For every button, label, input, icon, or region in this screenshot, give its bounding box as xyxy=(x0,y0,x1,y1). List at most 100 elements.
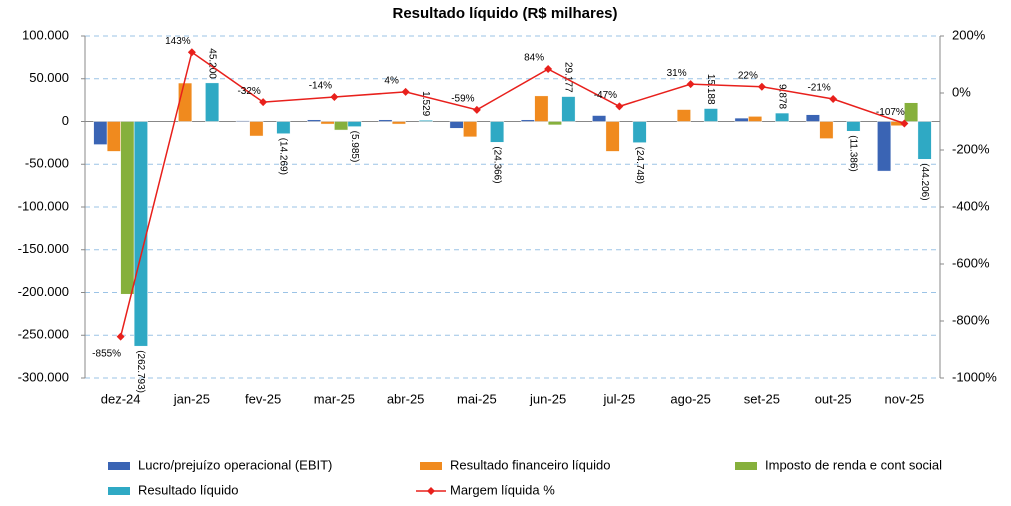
data-label: 15.188 xyxy=(705,74,716,105)
bar xyxy=(418,119,433,122)
bar xyxy=(846,121,861,132)
bar xyxy=(235,120,250,122)
data-label: (262.793) xyxy=(135,350,146,393)
y2-tick-label: -600% xyxy=(952,255,990,270)
x-tick-label: ago-25 xyxy=(670,391,710,406)
y2-tick-label: 0% xyxy=(952,84,971,99)
bar xyxy=(449,121,464,129)
bar xyxy=(534,95,549,122)
bar xyxy=(805,114,820,122)
y-tick-label: -100.000 xyxy=(18,198,69,213)
x-tick-label: mai-25 xyxy=(457,391,497,406)
bar xyxy=(605,121,620,152)
data-label: 45.200 xyxy=(206,48,217,79)
y2-tick-label: -1000% xyxy=(952,369,997,384)
data-label: (44.206) xyxy=(919,163,930,200)
line-point xyxy=(187,48,196,57)
legend-swatch xyxy=(108,487,130,495)
bar xyxy=(463,121,478,138)
bar xyxy=(547,121,562,126)
line-point xyxy=(829,94,838,103)
y-tick-label: -150.000 xyxy=(18,241,69,256)
x-tick-label: fev-25 xyxy=(245,391,281,406)
bar xyxy=(904,102,919,122)
x-tick-label: jul-25 xyxy=(602,391,635,406)
legend-label: Resultado financeiro líquido xyxy=(450,457,610,472)
bar xyxy=(93,121,108,145)
data-label: 143% xyxy=(165,36,191,47)
bar xyxy=(775,112,790,122)
data-label: 4% xyxy=(384,76,399,87)
x-tick-label: jan-25 xyxy=(173,391,210,406)
bar xyxy=(703,108,718,122)
bar xyxy=(561,96,576,122)
bar xyxy=(320,121,335,125)
line-point xyxy=(544,65,553,74)
bar xyxy=(520,119,535,122)
data-label: (11.386) xyxy=(848,135,859,172)
bar xyxy=(490,121,505,143)
line-point xyxy=(900,119,909,128)
y2-tick-label: -400% xyxy=(952,198,990,213)
data-label: -32% xyxy=(237,86,260,97)
line-point xyxy=(615,102,624,111)
x-tick-label: jun-25 xyxy=(529,391,566,406)
data-label: 22% xyxy=(738,70,758,81)
line-point xyxy=(259,98,268,107)
data-label: (5.985) xyxy=(349,131,360,163)
bar xyxy=(276,121,291,134)
y-tick-label: 100.000 xyxy=(22,27,69,42)
legend-label: Lucro/prejuízo operacional (EBIT) xyxy=(138,457,332,472)
y2-tick-label: -200% xyxy=(952,141,990,156)
bar xyxy=(205,82,220,122)
bar xyxy=(877,121,892,172)
bar xyxy=(378,119,393,122)
line xyxy=(119,51,905,337)
line-point xyxy=(686,80,695,89)
bar xyxy=(391,121,406,125)
y-tick-label: 50.000 xyxy=(29,70,69,85)
legend-label: Imposto de renda e cont social xyxy=(765,457,942,472)
bar xyxy=(748,116,763,122)
x-tick-label: dez-24 xyxy=(101,391,141,406)
y2-tick-label: -800% xyxy=(952,312,990,327)
line-point xyxy=(330,92,339,101)
x-tick-label: nov-25 xyxy=(885,391,925,406)
data-label: -14% xyxy=(309,81,332,92)
legend-swatch xyxy=(735,462,757,470)
bar xyxy=(334,121,349,131)
bar xyxy=(917,121,932,160)
bar xyxy=(307,119,322,122)
bar xyxy=(592,115,607,122)
data-label: -855% xyxy=(92,348,121,359)
bar xyxy=(632,121,647,143)
bar xyxy=(676,109,691,122)
y2-tick-label: 200% xyxy=(952,27,986,42)
line-point xyxy=(472,105,481,114)
line-point xyxy=(401,87,410,96)
x-tick-label: out-25 xyxy=(815,391,852,406)
data-label: 84% xyxy=(524,53,544,64)
data-label: 31% xyxy=(667,68,687,79)
data-label: 9.878 xyxy=(776,84,787,109)
y-tick-label: 0 xyxy=(62,113,69,128)
line-point xyxy=(116,332,125,341)
bar xyxy=(178,82,193,122)
bar xyxy=(120,121,135,295)
legend-swatch xyxy=(420,462,442,470)
data-label: (24.748) xyxy=(634,147,645,184)
x-tick-label: mar-25 xyxy=(314,391,355,406)
data-label: -47% xyxy=(594,90,617,101)
data-label: (24.366) xyxy=(491,146,502,183)
bar xyxy=(347,121,362,127)
data-label: -21% xyxy=(807,83,830,94)
bar xyxy=(734,117,749,122)
y-tick-label: -300.000 xyxy=(18,369,69,384)
bar xyxy=(133,121,148,347)
y-tick-label: -200.000 xyxy=(18,284,69,299)
legend-label: Margem líquida % xyxy=(450,482,555,497)
x-tick-label: set-25 xyxy=(744,391,780,406)
legend-marker xyxy=(427,487,435,495)
x-tick-label: abr-25 xyxy=(387,391,425,406)
